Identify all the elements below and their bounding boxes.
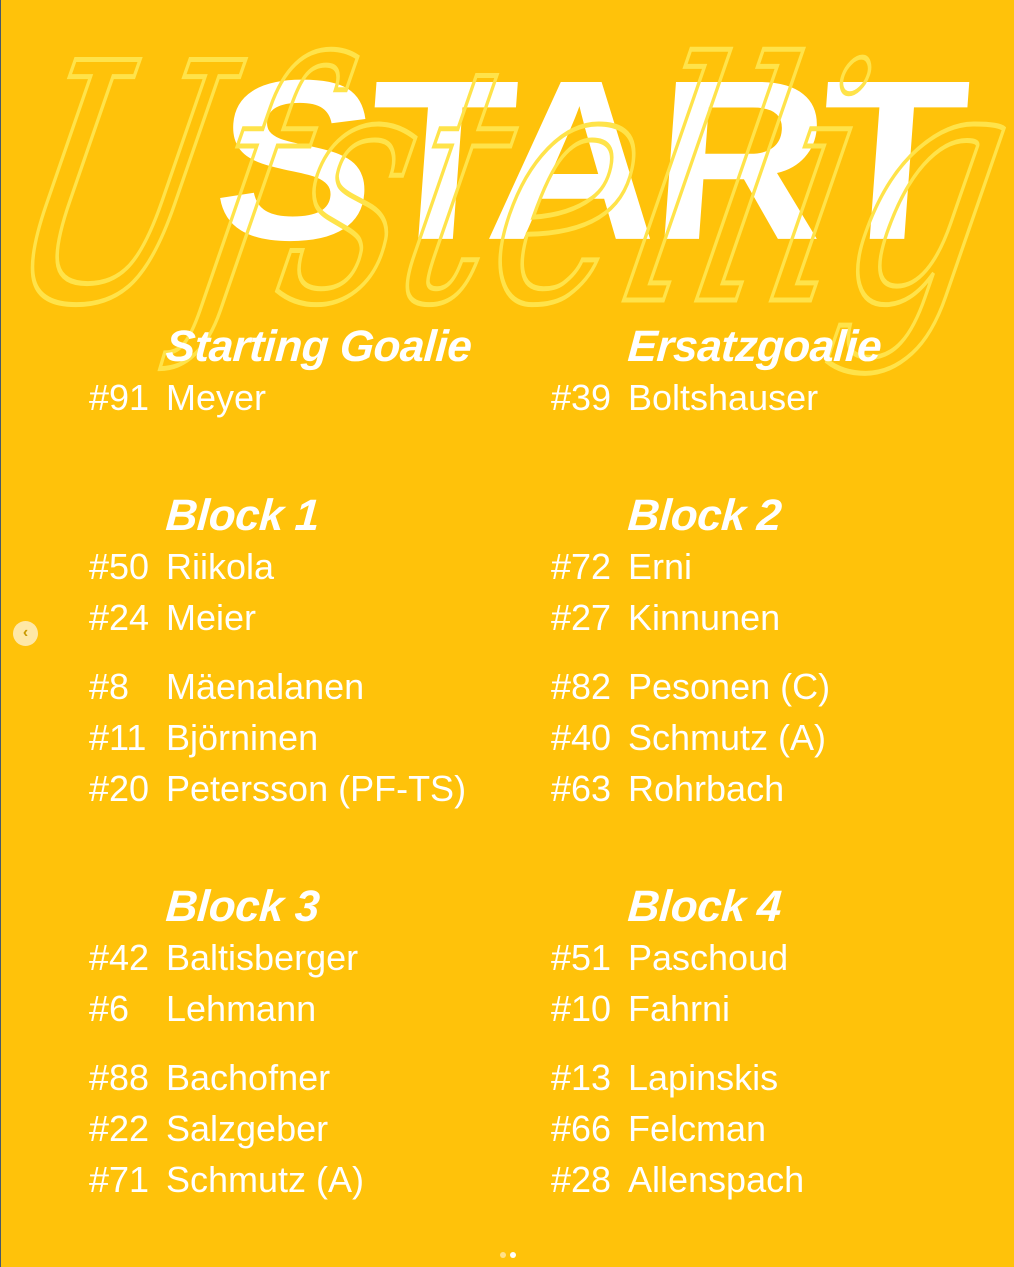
player-name: Schmutz (A) [166, 1159, 365, 1200]
player-number: #10 [551, 988, 612, 1029]
player-number: #22 [89, 1108, 150, 1149]
player-number: #13 [551, 1057, 612, 1098]
player-number: #88 [89, 1057, 150, 1098]
player-number: #20 [89, 768, 150, 809]
player-number: #42 [89, 937, 150, 978]
section-heading: Block 1 [164, 491, 321, 540]
player-name: Rohrbach [628, 768, 785, 809]
player-number: #40 [551, 717, 612, 758]
player-name: Lapinskis [628, 1057, 779, 1098]
carousel-dot-2[interactable] [510, 1252, 516, 1258]
player-name: Baltisberger [166, 937, 359, 978]
player-name: Mäenalanen [166, 666, 365, 707]
player-name: Kinnunen [628, 597, 781, 638]
player-name: Meyer [166, 377, 267, 418]
player-name: Bachofner [166, 1057, 331, 1098]
player-name: Riikola [166, 546, 275, 587]
player-name: Lehmann [166, 988, 317, 1029]
player-number: #6 [89, 988, 130, 1029]
player-number: #50 [89, 546, 150, 587]
player-number: #82 [551, 666, 612, 707]
player-number: #24 [89, 597, 150, 638]
player-name: Paschoud [628, 937, 789, 978]
player-number: #8 [89, 666, 130, 707]
player-number: #71 [89, 1159, 150, 1200]
carousel-prev-button[interactable]: ‹ [13, 621, 38, 646]
player-name: Felcman [628, 1108, 767, 1149]
player-number: #51 [551, 937, 612, 978]
player-name: Björninen [166, 717, 319, 758]
player-number: #63 [551, 768, 612, 809]
player-number: #91 [89, 377, 150, 418]
player-name: Schmutz (A) [628, 717, 827, 758]
section-heading: Starting Goalie [164, 322, 474, 371]
section-heading: Ersatzgoalie [626, 322, 883, 371]
player-number: #28 [551, 1159, 612, 1200]
chevron-left-icon: ‹ [22, 624, 29, 641]
player-name: Fahrni [628, 988, 731, 1029]
player-number: #39 [551, 377, 612, 418]
carousel-dots [500, 1245, 520, 1263]
section-heading: Block 2 [626, 491, 783, 540]
player-name: Pesonen (C) [628, 666, 831, 707]
player-number: #66 [551, 1108, 612, 1149]
carousel-dot-1[interactable] [500, 1252, 506, 1258]
player-name: Meier [166, 597, 257, 638]
page-title: START [206, 32, 968, 288]
player-number: #27 [551, 597, 612, 638]
player-name: Petersson (PF-TS) [166, 768, 467, 809]
section-heading: Block 4 [626, 882, 783, 931]
player-name: Erni [628, 546, 693, 587]
player-name: Salzgeber [166, 1108, 329, 1149]
section-heading: Block 3 [164, 882, 321, 931]
player-number: #11 [89, 717, 147, 758]
player-name: Allenspach [628, 1159, 805, 1200]
player-name: Boltshauser [628, 377, 819, 418]
player-number: #72 [551, 546, 612, 587]
